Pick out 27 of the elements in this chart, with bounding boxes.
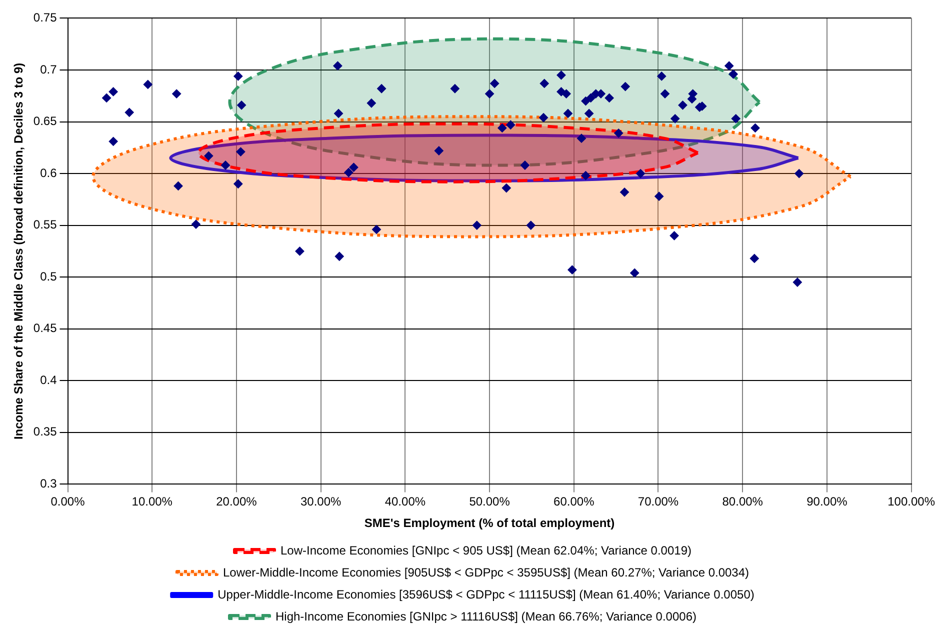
x-tick-label: 20.00% — [216, 494, 258, 509]
y-tick-label: 0.7 — [40, 62, 58, 76]
y-tick-label: 0.55 — [33, 218, 58, 232]
x-axis-title: SME's Employment (% of total employment) — [364, 516, 615, 530]
y-tick-label: 0.75 — [33, 10, 58, 25]
x-tick-label: 60.00% — [554, 494, 595, 509]
x-tick-label: 70.00% — [638, 494, 679, 509]
legend-label: Upper-Middle-Income Economies [3596US$ < GDPpc < 11115US$] (Mean 61.40%; Variance 0.0050) — [218, 587, 754, 602]
x-tick-label: 40.00% — [384, 494, 426, 509]
y-tick-label: 0.4 — [40, 372, 58, 387]
x-tick-label: 50.00% — [469, 494, 510, 509]
x-tick-label: 90.00% — [806, 494, 848, 509]
y-tick-label: 0.45 — [33, 321, 58, 336]
y-axis-title: Income Share of the Middle Class (broad definition, Deciles 3 to 9) — [12, 62, 26, 440]
legend-label: High-Income Economies [GNIpc > 11116US$] (Mean 66.76%; Variance 0.0006) — [276, 609, 697, 624]
y-tick-label: 0.3 — [40, 476, 58, 491]
y-tick-label: 0.65 — [33, 114, 58, 128]
y-tick-label: 0.6 — [40, 166, 58, 180]
legend-label: Low-Income Economies [GNIpc < 905 US$] (Mean 62.04%; Variance 0.0019) — [280, 543, 692, 558]
x-tick-label: 10.00% — [132, 494, 173, 509]
x-tick-label: 100.00% — [888, 494, 936, 509]
x-tick-label: 30.00% — [300, 494, 342, 509]
y-tick-label: 0.5 — [40, 269, 58, 284]
y-tick-label: 0.35 — [33, 424, 58, 439]
x-tick-label: 80.00% — [722, 494, 764, 509]
legend-label: Lower-Middle-Income Economies [905US$ < GDPpc < 3595US$] (Mean 60.27%; Variance 0.0034) — [222, 565, 750, 580]
x-tick-label: 0.00% — [50, 494, 86, 509]
